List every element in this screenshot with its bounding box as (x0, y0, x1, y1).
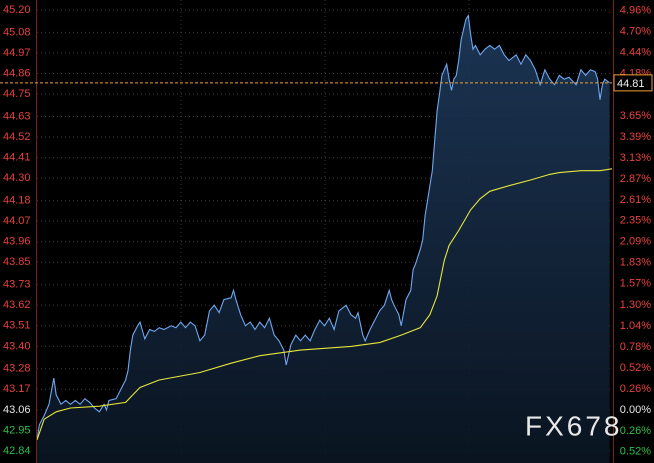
y2-tick-label: 4.44% (620, 47, 651, 59)
y-tick-label: 44.63 (3, 110, 31, 122)
price-area (37, 15, 610, 463)
y-tick-label: 43.06 (3, 404, 31, 416)
y2-tick-label: 4.70% (620, 26, 651, 38)
y2-tick-label: 1.30% (620, 299, 651, 311)
y2-tick-label: 0.26% (620, 425, 651, 437)
y-tick-label: 42.84 (3, 445, 31, 457)
y-tick-label: 43.96 (3, 236, 31, 248)
plot-layer (36, 9, 613, 463)
y-tick-label: 44.07 (3, 215, 31, 227)
y-tick-label: 44.97 (3, 47, 31, 59)
watermark: FX678 (525, 410, 623, 441)
y2-tick-label: 3.13% (620, 152, 651, 164)
y2-tick-label: 2.87% (620, 173, 651, 185)
y-tick-label: 45.08 (3, 26, 31, 38)
y-tick-label: 44.41 (3, 152, 31, 164)
y-tick-label: 43.40 (3, 340, 31, 352)
y-tick-label: 43.51 (3, 320, 31, 332)
y-tick-label: 43.73 (3, 279, 31, 291)
y2-tick-label: 4.96% (620, 5, 651, 17)
y2-tick-label: 0.52% (620, 362, 651, 374)
last-price-label: 44.81 (617, 78, 645, 90)
y-tick-label: 42.95 (3, 424, 31, 436)
y2-tick-label: 0.26% (620, 383, 651, 395)
y-tick-label: 43.17 (3, 383, 31, 395)
last-price-box (613, 74, 653, 92)
y2-tick-label: 1.04% (620, 320, 651, 332)
y2-tick-label: 2.09% (620, 236, 651, 248)
y-tick-label: 44.30 (3, 172, 31, 184)
price-line (36, 14, 610, 440)
y-tick-label: 44.52 (3, 131, 31, 143)
average-line (36, 168, 613, 440)
y-tick-label: 43.85 (3, 256, 31, 268)
y-tick-label: 45.20 (3, 4, 31, 16)
y-tick-label: 44.75 (3, 88, 31, 100)
y2-tick-label: 0.78% (620, 341, 651, 353)
y2-tick-label: 2.61% (620, 194, 651, 206)
y-tick-label: 43.62 (3, 299, 31, 311)
y2-tick-label: 1.57% (620, 278, 651, 290)
y-tick-label: 44.18 (3, 195, 31, 207)
y2-tick-label: 3.65% (620, 110, 651, 122)
y-tick-label: 44.86 (3, 67, 31, 79)
y2-tick-label: 0.52% (620, 446, 651, 458)
y2-tick-label: 3.39% (620, 131, 651, 143)
y2-tick-label: 2.35% (620, 215, 651, 227)
y2-tick-label: 0.00% (620, 404, 651, 416)
y2-tick-label: 1.83% (620, 257, 651, 269)
y-tick-label: 43.28 (3, 363, 31, 375)
